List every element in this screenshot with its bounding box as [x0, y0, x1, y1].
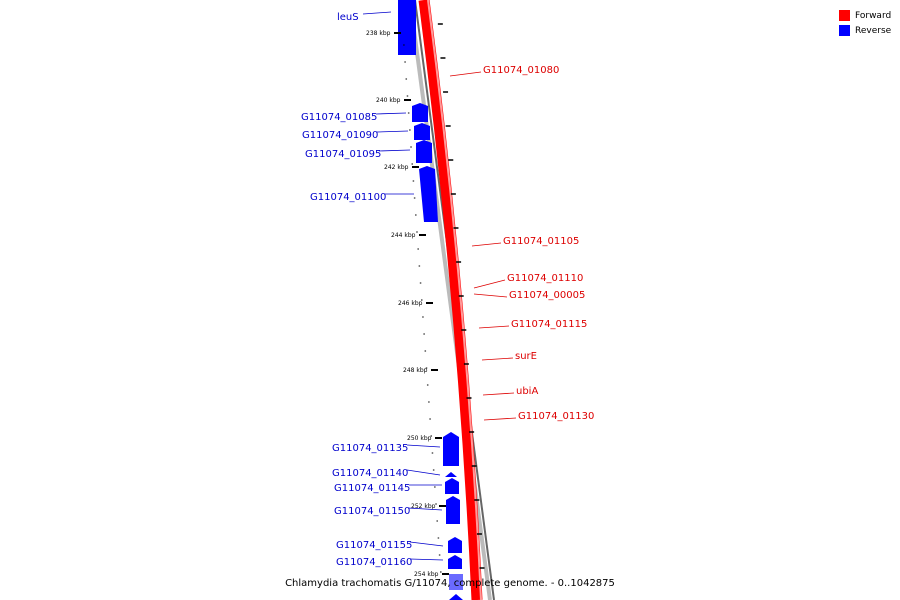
- tick-label: 254 kbp: [414, 571, 439, 578]
- reverse-gene-label[interactable]: G11074_01090: [302, 130, 378, 141]
- gene-labels: leuS G11074_01085 G11074_01090 G11074_01095…: [301, 11, 594, 568]
- reverse-gene-blocks: [398, 0, 463, 600]
- reverse-gene-label[interactable]: G11074_01095: [305, 149, 381, 160]
- gene-block-partial: [449, 574, 463, 590]
- reverse-label-leader: [378, 149, 411, 152]
- tick-label: 252 kbp: [411, 503, 436, 510]
- forward-label-leader: [482, 392, 515, 396]
- forward-gene-label[interactable]: G11074_01080: [483, 65, 559, 76]
- tick-label: 240 kbp: [376, 97, 401, 104]
- reverse-gene-label[interactable]: G11074_01135: [332, 443, 408, 454]
- reverse-gene-label[interactable]: G11074_01155: [336, 540, 412, 551]
- forward-strand-highlight: [427, 0, 482, 600]
- backbone-shadow: [408, 0, 492, 600]
- reverse-gene-label[interactable]: G11074_01160: [336, 557, 412, 568]
- forward-gene-label[interactable]: G11074_01110: [507, 273, 583, 284]
- forward-gene-label[interactable]: G11074_00005: [509, 290, 585, 301]
- gene-block-leuS[interactable]: [398, 0, 416, 55]
- tick-label: 248 kbp: [403, 367, 428, 374]
- legend-reverse: Reverse: [839, 23, 891, 38]
- reverse-label-leader: [409, 558, 444, 561]
- reverse-label-leader: [409, 541, 444, 547]
- reverse-swatch: [839, 25, 850, 36]
- gene-block-G11074_01090[interactable]: [414, 123, 430, 140]
- forward-label-leader: [473, 279, 506, 289]
- reverse-label-leader: [375, 112, 407, 115]
- legend-forward: Forward: [839, 8, 891, 23]
- reverse-label-leader: [406, 469, 441, 476]
- forward-label-leader: [473, 293, 508, 298]
- legend-reverse-label: Reverse: [855, 25, 892, 36]
- tick-label: 250 kbp: [407, 435, 432, 442]
- gene-block-partial-2: [449, 594, 463, 600]
- gene-block-G11074_01135[interactable]: [443, 432, 459, 466]
- tick-label: 238 kbp: [366, 30, 391, 37]
- gene-block-G11074_01145[interactable]: [445, 478, 459, 494]
- reverse-label-leader: [406, 444, 441, 448]
- tick-label: 242 kbp: [384, 164, 409, 171]
- reverse-gene-label[interactable]: G11074_01145: [334, 483, 410, 494]
- reverse-gene-label[interactable]: G11074_01140: [332, 468, 408, 479]
- tick-label: 244 kbp: [391, 232, 416, 239]
- forward-label-leader: [481, 357, 514, 361]
- gene-block-G11074_01150[interactable]: [446, 496, 460, 524]
- gene-block-G11074_01100[interactable]: [419, 166, 438, 222]
- gene-block-G11074_01155[interactable]: [448, 537, 462, 553]
- reverse-label-leader: [362, 11, 392, 15]
- forward-gene-label[interactable]: ubiA: [516, 386, 538, 397]
- forward-gene-label[interactable]: G11074_01130: [518, 411, 594, 422]
- forward-swatch: [839, 10, 850, 21]
- reverse-gene-label[interactable]: G11074_01085: [301, 112, 377, 123]
- forward-gene-label[interactable]: G11074_01115: [511, 319, 587, 330]
- genome-caption: Chlamydia trachomatis G/11074, complete …: [285, 578, 615, 589]
- forward-label-leader: [483, 417, 517, 421]
- gene-block-G11074_01140[interactable]: [445, 472, 457, 477]
- forward-strand-track: [418, 0, 483, 600]
- forward-gene-label[interactable]: G11074_01105: [503, 236, 579, 247]
- legend: Forward Reverse: [839, 8, 891, 38]
- forward-gene-label[interactable]: surE: [515, 351, 537, 362]
- legend-forward-label: Forward: [855, 10, 892, 21]
- reverse-gene-label[interactable]: G11074_01100: [310, 192, 386, 203]
- reverse-gene-label[interactable]: leuS: [337, 12, 359, 23]
- forward-label-leader: [478, 325, 510, 329]
- scale-ticks: 238 kbp 240 kbp 242 kbp 244 kbp 246 kbp 248 k…: [366, 23, 485, 578]
- gene-block-G11074_01085[interactable]: [412, 103, 428, 122]
- reverse-label-leader: [407, 507, 443, 511]
- forward-label-leader: [471, 242, 502, 247]
- reverse-label-leader: [376, 130, 409, 133]
- reverse-gene-label[interactable]: G11074_01150: [334, 506, 410, 517]
- forward-label-leader: [449, 71, 482, 77]
- gene-block-G11074_01095[interactable]: [416, 140, 432, 163]
- gene-block-G11074_01160[interactable]: [448, 555, 462, 569]
- tick-label: 246 kbp: [398, 300, 423, 307]
